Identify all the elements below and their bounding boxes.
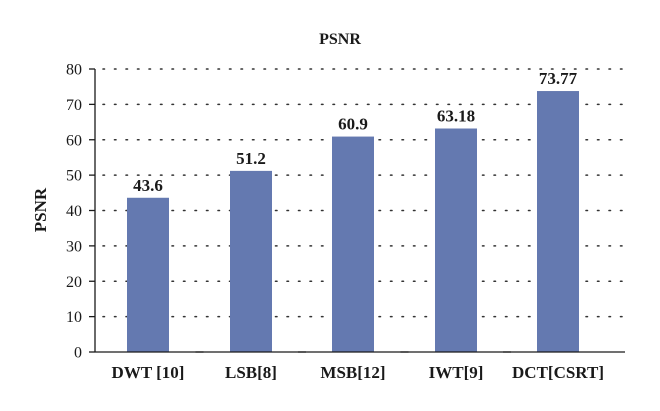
data-label: 60.9 [338,115,368,134]
y-tick-label: 20 [66,274,82,291]
data-label: 63.18 [437,107,475,126]
data-label: 51.2 [236,149,266,168]
y-axis-label: PSNR [31,187,50,232]
x-tick-label: DWT [10] [112,363,185,382]
x-tick-label: DCT[CSRT] [512,363,604,382]
y-tick-label: 10 [66,309,82,326]
y-tick-label: 80 [66,62,82,79]
y-tick-label: 0 [74,345,82,362]
bar-3 [332,136,374,352]
data-label: 73.77 [539,69,578,88]
bar-5 [537,91,579,352]
axes [89,68,625,353]
data-label: 43.6 [133,176,163,195]
x-tick-label: IWT[9] [429,363,484,382]
x-tick-label: LSB[8] [225,363,277,382]
x-tick-label: MSB[12] [320,363,385,382]
chart-title: PSNR [319,31,361,48]
bar-4 [435,128,477,352]
y-tick-label: 40 [66,203,82,220]
y-tick-label: 60 [66,132,82,149]
bar-2 [230,170,272,352]
y-tick-label: 30 [66,238,82,255]
y-tick-label: 50 [66,168,82,185]
labels: 0 10 20 30 40 50 60 70 80 43.6 DWT [10] 51.2 LSB[8] 6… [66,62,604,383]
y-tick-label: 70 [66,97,82,114]
bars [127,91,579,352]
bar-1 [127,197,169,352]
